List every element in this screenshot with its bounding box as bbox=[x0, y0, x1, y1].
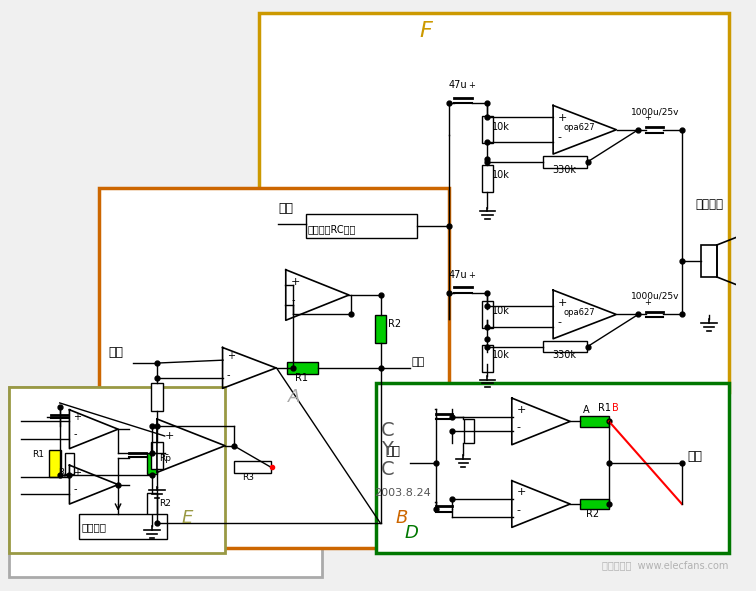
Bar bbox=[287, 362, 318, 374]
Bar bbox=[544, 156, 587, 168]
Text: +: + bbox=[73, 413, 82, 423]
Text: -: - bbox=[557, 317, 562, 327]
Text: R2: R2 bbox=[159, 499, 171, 508]
Text: 输入: 输入 bbox=[278, 202, 293, 215]
Text: -: - bbox=[227, 369, 231, 379]
Bar bbox=[580, 499, 609, 509]
Text: -: - bbox=[73, 485, 77, 495]
Text: -: - bbox=[557, 132, 562, 142]
Bar bbox=[482, 165, 494, 192]
Bar bbox=[9, 387, 322, 577]
Text: 47u: 47u bbox=[448, 269, 467, 280]
Text: 高阻耳机: 高阻耳机 bbox=[696, 197, 723, 210]
Text: R1: R1 bbox=[295, 372, 308, 382]
Text: Rj: Rj bbox=[57, 468, 67, 477]
Bar bbox=[64, 453, 74, 474]
Bar bbox=[151, 442, 163, 469]
Text: +: + bbox=[557, 298, 567, 308]
Text: 2003.8.24: 2003.8.24 bbox=[373, 488, 430, 498]
Text: -: - bbox=[73, 429, 77, 439]
Bar bbox=[464, 420, 474, 443]
Text: +: + bbox=[165, 431, 174, 441]
Text: 1000u/25v: 1000u/25v bbox=[631, 107, 680, 116]
Bar bbox=[9, 387, 225, 553]
Bar bbox=[151, 384, 163, 411]
Text: +: + bbox=[644, 298, 651, 307]
Text: 10k: 10k bbox=[492, 170, 510, 180]
Text: -: - bbox=[516, 505, 521, 515]
Bar bbox=[147, 493, 157, 515]
Text: +: + bbox=[291, 277, 300, 287]
Text: +: + bbox=[227, 351, 235, 361]
Bar bbox=[79, 514, 166, 539]
Text: opa627: opa627 bbox=[563, 309, 595, 317]
Text: C: C bbox=[380, 460, 394, 479]
Text: B: B bbox=[612, 402, 618, 413]
Text: R1: R1 bbox=[598, 402, 612, 413]
Bar bbox=[482, 345, 494, 372]
Text: 输出: 输出 bbox=[688, 450, 703, 463]
Bar bbox=[580, 416, 609, 427]
Text: +: + bbox=[468, 271, 475, 280]
Text: 10k: 10k bbox=[492, 350, 510, 360]
Text: 10k: 10k bbox=[492, 122, 510, 132]
Text: D: D bbox=[405, 524, 419, 542]
Text: E: E bbox=[181, 509, 193, 528]
Text: 330k: 330k bbox=[553, 165, 577, 176]
Bar bbox=[98, 188, 448, 548]
Text: R1: R1 bbox=[33, 450, 45, 459]
Bar bbox=[376, 382, 729, 553]
Text: +: + bbox=[468, 81, 475, 90]
Bar bbox=[49, 450, 60, 477]
Text: B: B bbox=[395, 509, 407, 528]
Text: R3: R3 bbox=[243, 473, 255, 482]
Text: 输出: 输出 bbox=[412, 357, 425, 367]
Bar bbox=[482, 116, 494, 144]
Text: A: A bbox=[288, 388, 301, 406]
Text: 1000u/25v: 1000u/25v bbox=[631, 292, 680, 301]
Text: -: - bbox=[165, 449, 169, 459]
Text: 输入: 输入 bbox=[386, 446, 401, 459]
Text: 反馈回路: 反馈回路 bbox=[81, 522, 106, 532]
Bar bbox=[147, 453, 157, 474]
Text: -: - bbox=[291, 295, 295, 305]
Text: +: + bbox=[557, 113, 567, 123]
Bar bbox=[305, 215, 417, 238]
Text: 电子发烧友  www.elecfans.com: 电子发烧友 www.elecfans.com bbox=[603, 560, 729, 570]
Text: opa627: opa627 bbox=[563, 123, 595, 132]
Text: 输入: 输入 bbox=[108, 346, 123, 359]
Text: 电位器与RC滤波: 电位器与RC滤波 bbox=[308, 224, 356, 234]
Text: +: + bbox=[73, 468, 82, 478]
Bar bbox=[482, 301, 494, 328]
Text: F: F bbox=[420, 21, 432, 41]
Bar bbox=[544, 340, 587, 352]
Text: Rp: Rp bbox=[159, 454, 171, 463]
Text: A: A bbox=[583, 405, 590, 415]
Text: 47u: 47u bbox=[448, 80, 467, 90]
Text: C: C bbox=[380, 421, 394, 440]
Bar bbox=[375, 316, 386, 343]
Text: 10k: 10k bbox=[492, 307, 510, 316]
Text: Y: Y bbox=[380, 440, 392, 459]
Text: R2: R2 bbox=[586, 509, 599, 519]
Text: +: + bbox=[516, 488, 526, 497]
Text: +: + bbox=[644, 113, 651, 122]
Bar bbox=[259, 13, 729, 392]
Text: R2: R2 bbox=[389, 319, 401, 329]
Text: +: + bbox=[516, 405, 526, 415]
Text: 330k: 330k bbox=[553, 350, 577, 360]
Bar bbox=[702, 245, 717, 277]
Bar bbox=[234, 461, 271, 473]
Text: -: - bbox=[516, 422, 521, 432]
